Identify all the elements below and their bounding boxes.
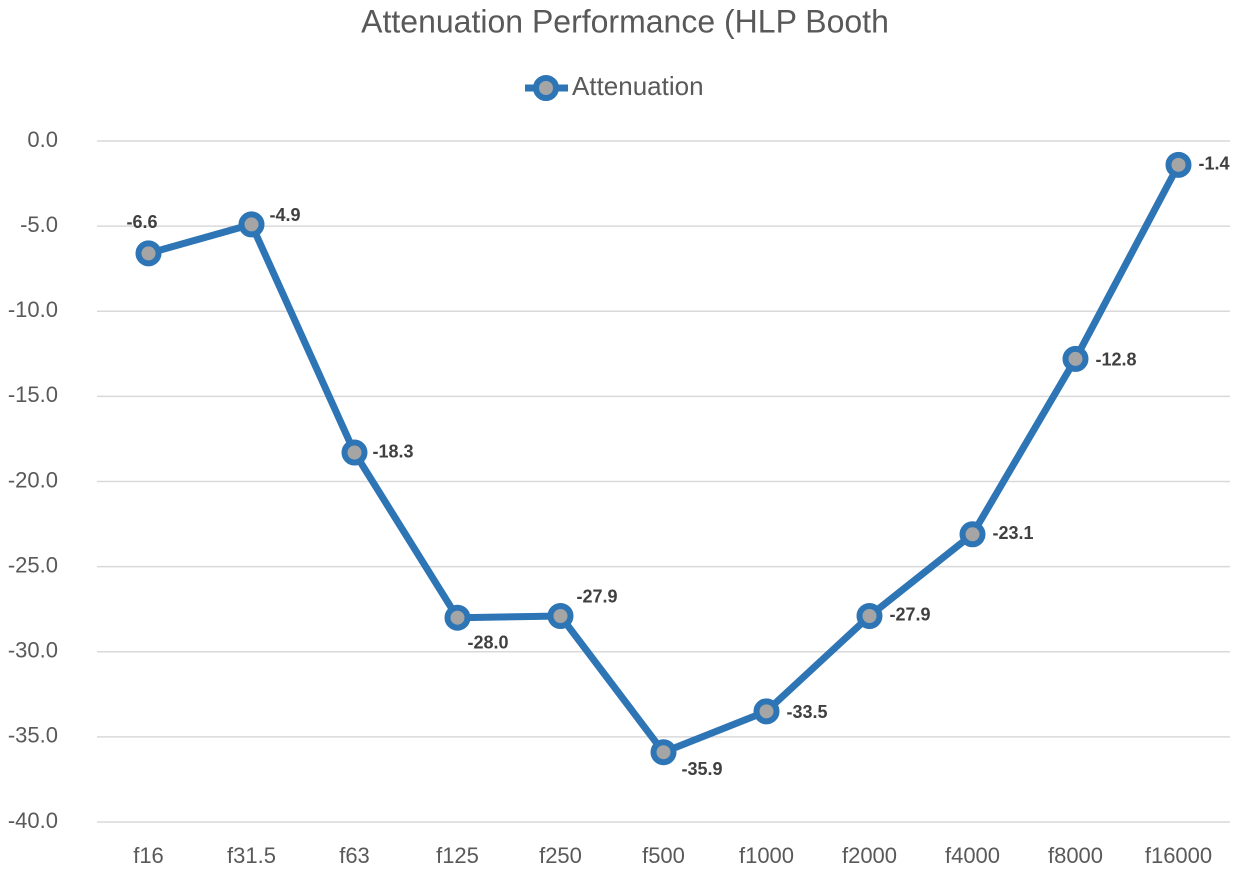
data-label: -35.9	[682, 759, 723, 779]
data-label: -6.6	[127, 212, 158, 232]
legend-label: Attenuation	[572, 71, 704, 101]
y-tick-label: 0.0	[27, 127, 58, 152]
y-tick-label: -35.0	[8, 723, 58, 748]
data-label: -23.1	[993, 523, 1034, 543]
marker	[444, 604, 471, 631]
x-tick-label: f1000	[739, 843, 794, 868]
x-tick-label: f16	[133, 843, 164, 868]
data-label: -4.9	[270, 205, 301, 225]
chart-title: Attenuation Performance (HLP Booth	[361, 3, 889, 39]
series-line	[147, 163, 1182, 756]
marker	[856, 602, 883, 629]
marker	[959, 521, 986, 548]
data-label: -28.0	[468, 632, 509, 652]
data-label: -12.8	[1096, 350, 1137, 370]
y-tick-label: -25.0	[8, 552, 58, 577]
y-tick-label: -5.0	[20, 212, 58, 237]
x-tick-label: f31.5	[227, 843, 276, 868]
x-tick-label: f125	[436, 843, 479, 868]
marker	[1165, 151, 1192, 178]
y-tick-label: -20.0	[8, 467, 58, 492]
marker	[135, 240, 162, 267]
y-tick-label: -40.0	[8, 808, 58, 833]
x-tick-label: f2000	[842, 843, 897, 868]
data-label: -27.9	[577, 587, 618, 607]
marker	[238, 211, 265, 238]
data-label: -27.9	[890, 605, 931, 625]
data-label: -18.3	[373, 441, 414, 461]
x-tick-label: f500	[642, 843, 685, 868]
marker	[1062, 345, 1089, 372]
y-tick-label: -10.0	[8, 297, 58, 322]
x-tick-label: f250	[539, 843, 582, 868]
y-tick-label: -30.0	[8, 638, 58, 663]
marker	[650, 739, 677, 766]
marker	[753, 698, 780, 725]
marker	[341, 439, 368, 466]
data-label: -33.5	[787, 702, 828, 722]
marker	[547, 602, 574, 629]
x-tick-label: f63	[339, 843, 370, 868]
y-tick-label: -15.0	[8, 382, 58, 407]
x-tick-label: f4000	[945, 843, 1000, 868]
legend-marker	[533, 75, 559, 101]
x-tick-label: f8000	[1048, 843, 1103, 868]
data-label: -1.4	[1199, 154, 1230, 174]
x-tick-label: f16000	[1145, 843, 1212, 868]
